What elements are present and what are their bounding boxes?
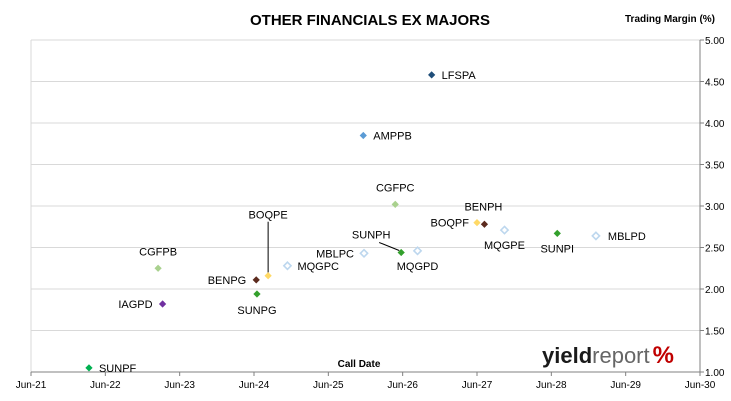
- point-label-amppb: AMPPB: [373, 130, 412, 142]
- data-point-mblpc: [359, 248, 369, 259]
- data-point-boqpf: [473, 218, 481, 227]
- point-label-boqpe: BOQPE: [249, 210, 288, 222]
- x-tick-label: Jun-28: [536, 380, 567, 391]
- x-tick-label: Jun-27: [462, 380, 493, 391]
- svg-text:yieldreport%: yieldreport%: [542, 342, 674, 369]
- point-label-benpg: BENPG: [208, 275, 247, 287]
- x-tick-label: Jun-24: [239, 380, 270, 391]
- chart-title: OTHER FINANCIALS EX MAJORS: [250, 12, 490, 29]
- data-point-cgfpc: [391, 200, 399, 208]
- data-point-benpg: [252, 276, 260, 284]
- x-tick-label: Jun-23: [164, 380, 195, 391]
- data-point-sunpf: [85, 364, 93, 372]
- point-label-mqgpc: MQGPC: [297, 261, 339, 273]
- leader-line-sunph: [378, 242, 400, 251]
- point-label-lfspa: LFSPA: [442, 70, 477, 82]
- data-point-lfspa: [428, 71, 436, 79]
- data-point-sunpi: [553, 229, 561, 238]
- y-tick-label: 1.00: [705, 368, 725, 379]
- y-axis-label: Trading Margin (%): [625, 14, 715, 25]
- data-point-amppb: [359, 131, 367, 140]
- x-tick-label: Jun-25: [313, 380, 344, 391]
- y-tick-label: 3.50: [705, 161, 725, 172]
- yieldreport-logo: yieldreport%: [542, 342, 674, 369]
- point-label-sunpf: SUNPF: [99, 363, 137, 375]
- gridlines: [31, 39, 700, 331]
- x-axis-label: Call Date: [338, 359, 381, 370]
- data-point-sunph: [397, 248, 405, 257]
- point-label-mblpc: MBLPC: [316, 248, 354, 260]
- x-tick-label: Jun-30: [685, 380, 716, 391]
- data-points: [85, 71, 601, 372]
- axes: [30, 39, 704, 376]
- point-label-cgfpb: CGFPB: [139, 246, 177, 258]
- data-point-boqpe: [264, 272, 272, 280]
- logo-percent: %: [653, 342, 674, 369]
- y-tick-label: 5.00: [705, 36, 725, 47]
- point-labels: LFSPA AMPPB CGFPC BENPH BOQPF MQGPE SUNPI MBLPD…: [99, 70, 646, 375]
- x-tick-label: Jun-29: [610, 380, 641, 391]
- point-label-sunph: SUNPH: [352, 229, 391, 241]
- point-label-boqpf: BOQPF: [430, 218, 469, 230]
- x-tick-label: Jun-26: [387, 380, 418, 391]
- data-point-mqgpc: [282, 261, 293, 271]
- data-point-mblpd: [591, 231, 601, 241]
- data-point-benph: [480, 220, 489, 228]
- data-point-mqgpe: [499, 225, 510, 235]
- x-tick-labels: Jun-21 Jun-22 Jun-23 Jun-24 Jun-25 Jun-26 Jun-…: [16, 380, 716, 391]
- point-label-iagpd: IAGPD: [118, 299, 152, 311]
- x-tick-label: Jun-22: [90, 380, 121, 391]
- y-tick-label: 2.00: [705, 285, 725, 296]
- y-tick-label: 3.00: [705, 202, 725, 213]
- y-tick-label: 4.00: [705, 119, 725, 130]
- data-point-cgfpb: [154, 264, 162, 272]
- logo-yield: yield: [542, 343, 592, 368]
- point-label-sunpi: SUNPI: [540, 243, 574, 255]
- point-label-sunpg: SUNPG: [237, 305, 276, 317]
- logo-report: report: [592, 343, 649, 368]
- leader-lines: [267, 221, 400, 273]
- y-tick-label: 1.50: [705, 327, 725, 338]
- point-label-benph: BENPH: [464, 201, 502, 213]
- point-label-mblpd: MBLPD: [608, 231, 646, 243]
- point-label-cgfpc: CGFPC: [376, 182, 415, 194]
- point-label-mqgpd: MQGPD: [397, 261, 439, 273]
- y-tick-label: 4.50: [705, 78, 725, 89]
- data-point-mqgpd: [412, 246, 423, 256]
- y-tick-label: 2.50: [705, 244, 725, 255]
- data-point-iagpd: [158, 300, 167, 308]
- point-label-mqgpe: MQGPE: [484, 240, 525, 252]
- data-point-sunpg: [253, 290, 261, 298]
- x-tick-label: Jun-21: [16, 380, 47, 391]
- y-tick-labels: 1.00 1.50 2.00 2.50 3.00 3.50 4.00 4.50 5.00: [705, 36, 725, 379]
